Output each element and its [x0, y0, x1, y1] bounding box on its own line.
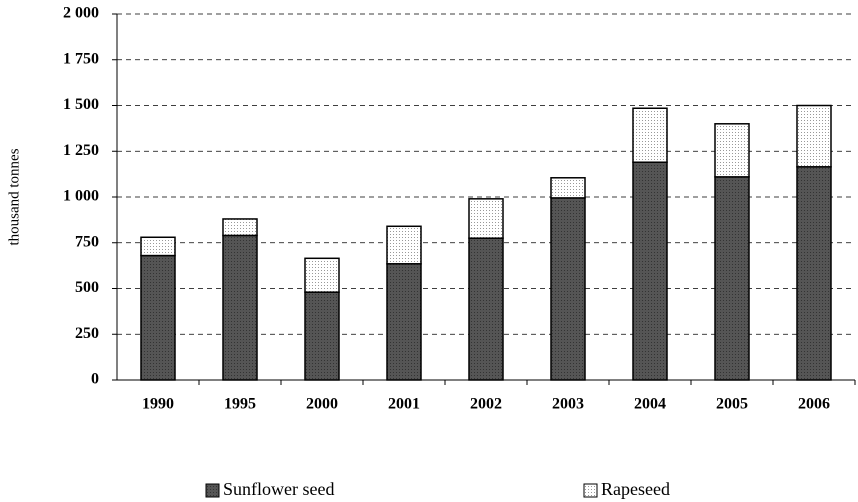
- y-tick-label: 250: [75, 325, 99, 342]
- y-tick-label: 1 000: [63, 188, 99, 205]
- bar-segment: [632, 107, 668, 163]
- y-tick-label: 0: [91, 371, 99, 388]
- legend-swatch: [583, 483, 598, 498]
- x-tick-label: 2004: [634, 396, 666, 413]
- y-tick-label: 750: [75, 233, 99, 250]
- y-tick-label: 2 000: [63, 5, 99, 22]
- y-tick-label: 1 250: [63, 142, 99, 159]
- bar-segment: [304, 291, 340, 381]
- y-axis-label: thousand tonnes: [6, 148, 22, 245]
- bar-segment: [468, 237, 504, 381]
- y-tick-label: 1 750: [63, 50, 99, 67]
- x-tick-label: 2001: [388, 396, 420, 413]
- x-tick-label: 1990: [142, 396, 174, 413]
- bar-segment: [386, 225, 422, 265]
- x-tick-label: 1995: [224, 396, 256, 413]
- x-tick-label: 2003: [552, 396, 584, 413]
- bar-segment: [304, 257, 340, 293]
- legend-label: Sunflower seed: [223, 479, 334, 499]
- bar-segment: [222, 218, 258, 237]
- x-tick-label: 2005: [716, 396, 748, 413]
- bar-segment: [140, 254, 176, 381]
- legend-label: Rapeseed: [601, 479, 670, 499]
- bar-segment: [468, 198, 504, 239]
- bar-segment: [796, 166, 832, 381]
- y-tick-label: 1 500: [63, 96, 99, 113]
- x-tick-label: 2000: [306, 396, 338, 413]
- x-tick-label: 2006: [798, 396, 830, 413]
- bar-segment: [550, 177, 586, 199]
- bar-segment: [140, 236, 176, 257]
- bar-segment: [222, 234, 258, 381]
- bar-segment: [796, 104, 832, 168]
- legend-swatch: [205, 483, 220, 498]
- bar-segment: [550, 197, 586, 381]
- bar-segment: [386, 263, 422, 381]
- bar-segment: [714, 176, 750, 381]
- bar-segment: [714, 123, 750, 178]
- bar-segment: [632, 161, 668, 381]
- y-tick-label: 500: [75, 279, 99, 296]
- x-tick-label: 2002: [470, 396, 502, 413]
